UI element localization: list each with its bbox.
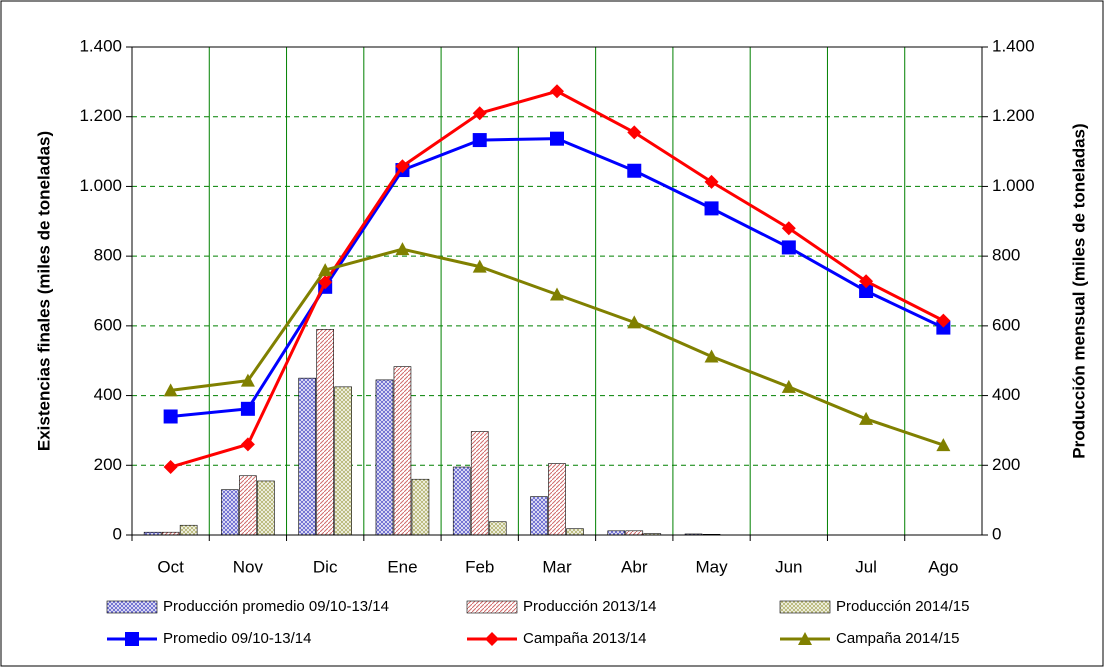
y-tick-label: 1.200 (79, 106, 122, 125)
marker (240, 401, 255, 416)
y-tick-label: 200 (94, 455, 122, 474)
legend-label: Producción promedio 09/10-13/14 (163, 598, 389, 615)
marker (163, 460, 178, 475)
bar (411, 478, 430, 536)
y-tick-label: 0 (113, 524, 122, 543)
x-tick-label: Ene (387, 557, 417, 576)
x-tick-label: Jul (855, 557, 877, 576)
marker (163, 409, 178, 424)
y2-tick-label: 200 (992, 455, 1020, 474)
marker (704, 349, 719, 363)
bar (179, 524, 198, 536)
marker (395, 159, 410, 174)
bar (548, 463, 566, 536)
marker (781, 221, 796, 236)
y-tick-label: 1.400 (79, 36, 122, 55)
x-tick-label: Nov (233, 557, 264, 576)
y-tick-label: 600 (94, 315, 122, 334)
marker (550, 287, 564, 301)
y2-tick-label: 1.000 (992, 176, 1035, 195)
y-tick-label: 800 (94, 246, 122, 265)
marker (395, 242, 410, 256)
marker (550, 84, 564, 99)
marker (627, 125, 642, 140)
marker (936, 438, 951, 452)
legend-label: Producción 2014/15 (836, 598, 969, 615)
y2-tick-label: 1.200 (992, 106, 1035, 125)
x-tick-label: Ago (928, 557, 958, 576)
marker (240, 437, 255, 452)
bar (316, 329, 334, 536)
marker (704, 201, 719, 216)
marker (472, 106, 487, 121)
marker (781, 240, 796, 255)
marker (859, 284, 874, 298)
marker (472, 133, 487, 148)
x-tick-label: May (695, 557, 728, 576)
marker (936, 313, 951, 328)
marker (550, 131, 564, 146)
marker (627, 163, 642, 178)
marker (704, 174, 719, 189)
y2-tick-label: 400 (992, 385, 1020, 404)
y2-tick-label: 600 (992, 315, 1020, 334)
bar (488, 521, 507, 536)
x-tick-label: Dic (313, 557, 338, 576)
y2-tick-label: 1.400 (992, 36, 1035, 55)
legend-label: Campaña 2014/15 (836, 630, 959, 647)
bar (375, 379, 394, 536)
x-tick-label: Feb (465, 557, 494, 576)
marker (859, 274, 874, 289)
bar (607, 530, 626, 536)
y-tick-label: 1.000 (79, 176, 122, 195)
legend-label: Campaña 2013/14 (523, 630, 646, 647)
marker (240, 373, 255, 387)
y2-tick-label: 0 (992, 524, 1001, 543)
plot-border (131, 46, 983, 536)
bar (625, 530, 644, 536)
x-tick-label: Abr (621, 557, 648, 576)
bar (221, 489, 239, 536)
legend-swatch (779, 600, 831, 614)
y-tick-label: 400 (94, 385, 122, 404)
bar (298, 377, 316, 536)
legend-label: Promedio 09/10-13/14 (163, 630, 311, 647)
marker (318, 263, 333, 277)
marker (318, 275, 333, 290)
bar (530, 496, 548, 536)
x-tick-label: Jun (775, 557, 802, 576)
marker (781, 379, 796, 393)
bar (566, 528, 584, 536)
bar (470, 431, 489, 536)
y2-tick-label: 800 (992, 246, 1020, 265)
bar (452, 466, 471, 536)
marker (472, 259, 487, 273)
x-tick-label: Oct (157, 557, 184, 576)
legend-label: Producción 2013/14 (523, 598, 656, 615)
bar (257, 480, 275, 536)
bar (334, 386, 352, 536)
legend-marker (798, 632, 812, 645)
legend-marker (125, 632, 139, 646)
legend-swatch (466, 600, 518, 614)
legend-marker (485, 632, 499, 646)
marker (163, 383, 178, 397)
x-tick-label: Mar (542, 557, 572, 576)
bar (393, 366, 412, 536)
y-axis-title: Existencias finales (miles de toneladas) (34, 131, 53, 451)
marker (859, 411, 874, 425)
legend-swatch (106, 600, 158, 614)
bar (239, 475, 257, 536)
y2-axis-title: Producción mensual (miles de toneladas) (1069, 123, 1088, 458)
marker (627, 315, 642, 329)
